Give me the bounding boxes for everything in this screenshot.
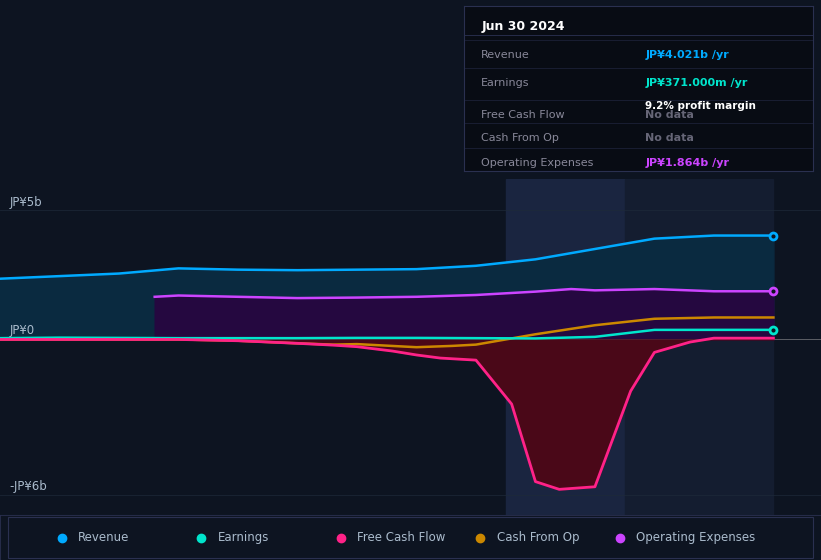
Text: Earnings: Earnings [481,78,530,88]
Text: No data: No data [645,110,695,120]
Text: Revenue: Revenue [481,50,530,60]
Text: Earnings: Earnings [218,531,269,544]
Text: Cash From Op: Cash From Op [481,133,559,143]
Text: 9.2% profit margin: 9.2% profit margin [645,101,756,111]
Text: Cash From Op: Cash From Op [497,531,579,544]
Bar [625,179,773,515]
Text: JP¥1.864b /yr: JP¥1.864b /yr [645,157,729,167]
Text: No data: No data [645,133,695,143]
Text: Revenue: Revenue [78,531,130,544]
Text: Free Cash Flow: Free Cash Flow [357,531,446,544]
Bar [506,179,625,515]
Text: JP¥0: JP¥0 [10,324,34,337]
Text: Free Cash Flow: Free Cash Flow [481,110,565,120]
Text: -JP¥6b: -JP¥6b [10,480,48,493]
Text: JP¥5b: JP¥5b [10,196,42,209]
Text: JP¥371.000m /yr: JP¥371.000m /yr [645,78,748,88]
Text: Operating Expenses: Operating Expenses [636,531,755,544]
Text: Operating Expenses: Operating Expenses [481,157,594,167]
Text: Jun 30 2024: Jun 30 2024 [481,21,565,34]
Text: JP¥4.021b /yr: JP¥4.021b /yr [645,50,729,60]
